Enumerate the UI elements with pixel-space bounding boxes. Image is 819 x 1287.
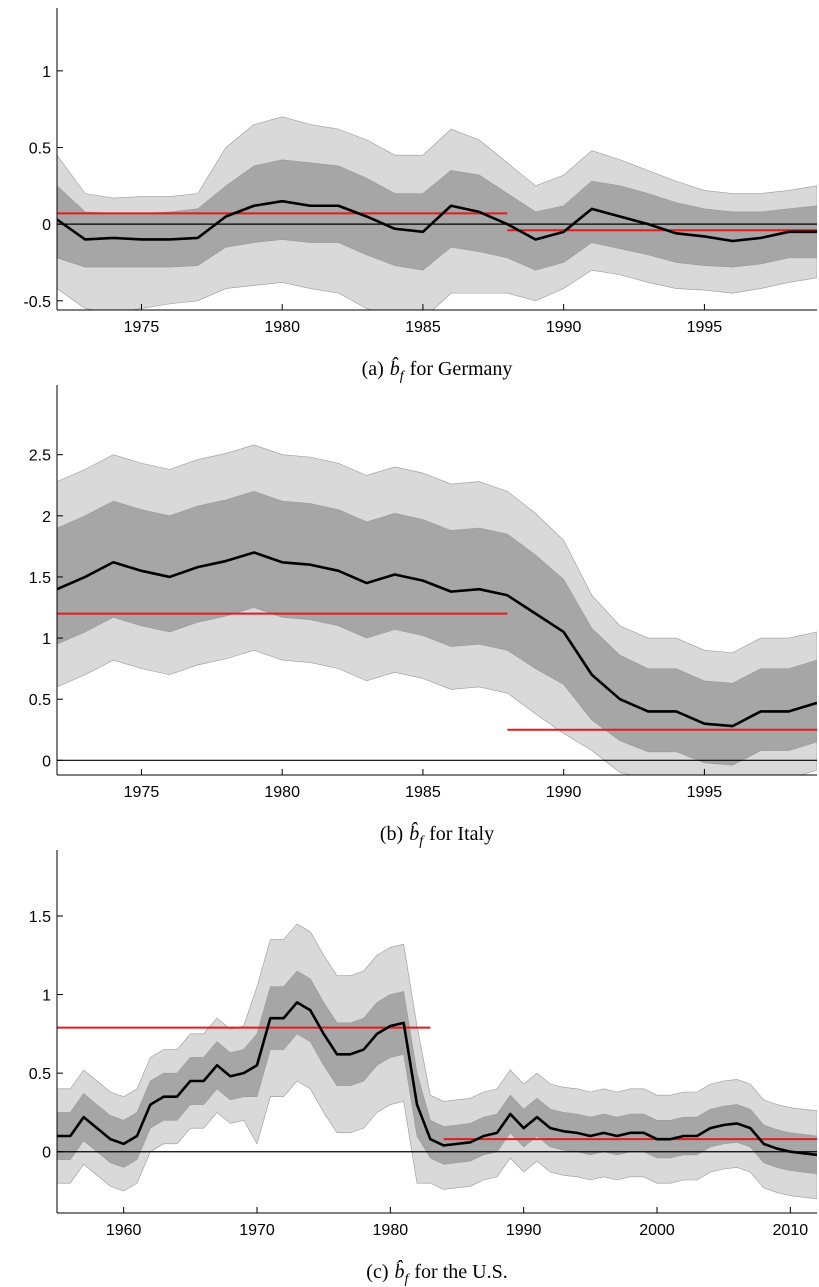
caption: (a) b̂f for Germany (362, 356, 513, 384)
confidence-band (57, 491, 817, 766)
x-tick-label: 1995 (687, 784, 723, 801)
caption-text: for Italy (429, 823, 494, 845)
estimate-symbol: b̂ (409, 821, 419, 845)
y-tick-label: 0.5 (29, 1066, 51, 1083)
confidence-band (57, 159, 817, 271)
y-tick-label: -0.5 (23, 294, 51, 311)
plot-area (57, 116, 817, 310)
estimate-symbol: b̂ (394, 1259, 404, 1283)
x-tick-label: 1980 (264, 319, 300, 336)
caption: (b) b̂f for Italy (380, 821, 494, 849)
plot-area (57, 444, 817, 775)
estimate-subscript: f (419, 834, 425, 849)
y-tick-label: 0 (42, 753, 51, 770)
estimate-line (57, 1001, 817, 1157)
panel: -0.5 0 0.5 1 1975 1980 1985 1990 1995 (a) b̂f for G… (23, 8, 817, 384)
caption-label: (b) (380, 823, 403, 845)
estimate-subscript: f (404, 1272, 410, 1287)
caption-text: for Germany (410, 358, 513, 380)
x-tick-label: 1990 (546, 319, 582, 336)
x-tick-label: 1975 (124, 784, 160, 801)
caption-label: (c) (366, 1261, 388, 1283)
y-tick-label: 2 (42, 509, 51, 526)
x-tick-label: 1990 (546, 784, 582, 801)
y-tick-label: 0 (42, 1145, 51, 1162)
x-tick-label: 2000 (639, 1222, 675, 1239)
estimate-line (57, 551, 817, 728)
caption-label: (a) (362, 358, 384, 380)
x-tick-label: 2010 (773, 1222, 809, 1239)
x-tick-label: 1960 (106, 1222, 142, 1239)
y-tick-label: 1 (42, 64, 51, 81)
x-tick-label: 1985 (405, 319, 441, 336)
x-tick-label: 1975 (124, 319, 160, 336)
estimate-line (57, 199, 817, 243)
panel: 0 0.5 1 1.5 1960 1970 1980 1990 2000 2010 (c) b̂f fo… (29, 850, 817, 1287)
x-tick-label: 1985 (405, 784, 441, 801)
y-tick-label: 1.5 (29, 570, 51, 587)
x-tick-label: 1980 (373, 1222, 409, 1239)
y-tick-label: 1 (42, 631, 51, 648)
caption: (c) b̂f for the U.S. (366, 1259, 507, 1287)
x-tick-label: 1980 (264, 784, 300, 801)
caption-text: for the U.S. (414, 1261, 507, 1283)
y-tick-label: 2.5 (29, 448, 51, 465)
y-tick-label: 0.5 (29, 692, 51, 709)
panel: 0 0.5 1 1.5 2 2.5 1975 1980 1985 1990 1995 (b) b̂f fo… (29, 385, 817, 849)
y-tick-label: 0 (42, 217, 51, 234)
y-tick-label: 0.5 (29, 141, 51, 158)
confidence-band (57, 970, 817, 1175)
x-tick-label: 1990 (506, 1222, 542, 1239)
estimate-subscript: f (400, 369, 406, 384)
estimate-symbol: b̂ (390, 356, 400, 380)
y-tick-label: 1.5 (29, 909, 51, 926)
plot-area (57, 923, 817, 1200)
y-tick-label: 1 (42, 988, 51, 1005)
x-tick-label: 1970 (239, 1222, 275, 1239)
x-tick-label: 1995 (687, 319, 723, 336)
